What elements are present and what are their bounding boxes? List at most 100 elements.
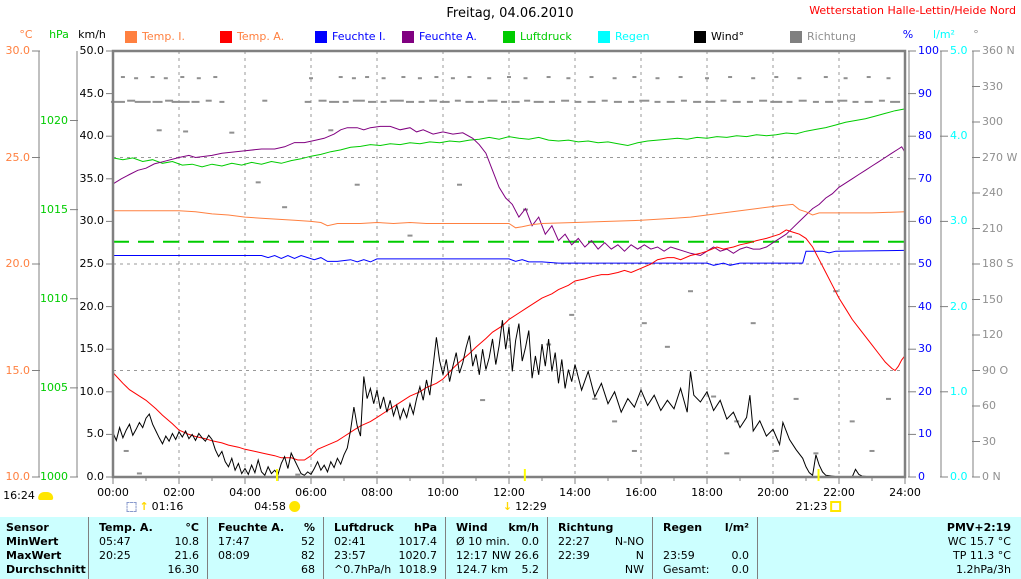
page-title: Freitag, 04.06.2010	[446, 6, 574, 21]
table-cell: Sensor	[6, 521, 49, 534]
table-cell: Richtung	[558, 521, 614, 534]
legend-swatch-icon	[503, 30, 515, 43]
table-column-0: Sensor MinWert MaxWert Durchschnitt	[0, 517, 88, 579]
x-tick-label: 12:00	[493, 486, 525, 499]
cloud-icon	[37, 491, 53, 500]
axis-tick-label-l/m²: 3.0	[950, 214, 968, 228]
table-cell: hPa	[413, 521, 437, 534]
set-arrow-icon: ↓	[502, 500, 513, 513]
astro-marker-21:23: 21:23	[796, 500, 842, 513]
table-cell: 23:59	[663, 549, 695, 562]
table-cell: N	[635, 549, 644, 562]
axis-unit-hPa: hPa	[49, 28, 69, 41]
axis-unit-right-2: °	[973, 28, 979, 41]
legend-item-5: Luftdruck	[503, 30, 572, 43]
legend-swatch-icon	[790, 30, 802, 43]
table-cell: ^0.7hPa/h	[334, 563, 392, 576]
x-tick-label: 14:00	[559, 486, 591, 499]
table-cell: WC 15.7 °C	[947, 535, 1011, 548]
axis-tick-label-km/h: 10.0	[79, 384, 105, 398]
axis-tick-label-°: 0 N	[982, 470, 1001, 483]
station-name: Wetterstation Halle-Lettin/Heide Nord	[809, 4, 1016, 17]
axis-tick-label-°: 150	[982, 292, 1003, 306]
legend-label: Richtung	[807, 30, 856, 43]
astro-time-label: 16:24	[3, 489, 35, 502]
table-cell: 20:25	[99, 549, 131, 562]
table-cell: 21.6	[174, 549, 200, 562]
axis-tick-label-°C: 20.0	[5, 257, 31, 270]
astro-bottom-left: 16:24	[3, 489, 53, 502]
axis-tick-label-%: 100	[918, 44, 939, 57]
legend-item-3: Feuchte I.	[315, 30, 386, 43]
x-tick-label: 04:00	[229, 486, 261, 499]
axis-tick-label-°: 60	[982, 399, 996, 412]
axis-tick-label-l/m²: 5.0	[950, 44, 968, 57]
x-tick-label: 16:00	[625, 486, 657, 499]
table-cell: 17:47	[218, 535, 250, 548]
axis-unit-°C: °C	[19, 28, 33, 41]
x-tick-label: 10:00	[427, 486, 459, 499]
x-tick-label: 06:00	[295, 486, 327, 499]
astro-time-label: 12:29	[515, 500, 547, 513]
legend-swatch-icon	[694, 30, 706, 43]
table-cell: 1017.4	[398, 535, 438, 548]
axis-tick-label-°: 300	[982, 115, 1003, 128]
astro-marker-04:58: 04:58	[254, 500, 300, 513]
table-cell: 08:09	[218, 549, 250, 562]
x-tick-label: 22:00	[823, 486, 855, 499]
axis-tick-label-km/h: 5.0	[86, 427, 105, 441]
weather-chart	[32, 49, 980, 484]
table-column-5: Richtung 22:27 N-NO 22:39 N NW	[547, 517, 652, 579]
axis-tick-label-°: 90 O	[982, 363, 1009, 377]
axis-unit-right-0: %	[902, 28, 914, 41]
table-cell: MaxWert	[6, 549, 62, 562]
astro-time-label: 21:23	[795, 500, 828, 513]
axis-tick-label-°: 30	[982, 434, 996, 448]
axis-tick-label-°: 180 S	[982, 257, 1014, 270]
table-cell: 82	[301, 549, 315, 562]
legend-item-2: Temp. A.	[220, 30, 284, 43]
axis-tick-label-°: 360 N	[982, 44, 1015, 57]
legend-label: Temp. I.	[142, 30, 186, 43]
x-tick-label: 00:00	[97, 486, 129, 499]
x-tick-label: 08:00	[361, 486, 393, 499]
axis-tick-label-%: 60	[918, 214, 932, 228]
table-cell: 68	[301, 563, 315, 576]
axis-tick-label-%: 30	[918, 342, 932, 356]
table-cell: l/m²	[724, 521, 749, 534]
table-cell: 05:47	[99, 535, 131, 548]
axis-tick-label-°: 330	[982, 79, 1003, 93]
x-tick-label: 18:00	[691, 486, 723, 499]
axis-tick-label-°: 210	[982, 221, 1003, 235]
table-cell: Regen	[663, 521, 703, 534]
axis-tick-label-°: 240	[982, 186, 1003, 199]
axis-tick-label-l/m²: 0.0	[950, 470, 968, 483]
moon-square-icon	[126, 501, 137, 512]
table-cell: %	[303, 521, 315, 534]
axis-tick-label-l/m²: 2.0	[950, 299, 968, 313]
legend-item-1: Temp. I.	[125, 30, 185, 43]
axis-tick-label-%: 90	[918, 86, 932, 100]
axis-tick-label-l/m²: 1.0	[950, 384, 968, 398]
astro-time-label: 04:58	[254, 500, 286, 513]
table-cell: Durchschnitt	[6, 563, 86, 576]
sunset-square-icon	[830, 501, 842, 512]
table-cell: 0.0	[731, 549, 750, 562]
astro-time-label: 01:16	[151, 500, 184, 513]
table-column-6: Regen l/m² 23:59 0.0 Gesamt: 0.0	[652, 517, 757, 579]
table-cell: Luftdruck	[334, 521, 394, 534]
table-column-7: PMV+2:19 WC 15.7 °C TP 11.3 °C 1.2hPa/3h	[757, 517, 1021, 579]
axis-tick-label-%: 70	[918, 171, 932, 185]
legend-swatch-icon	[402, 30, 414, 43]
table-cell: 12:17	[456, 549, 488, 562]
axis-tick-label-%: 10	[918, 427, 932, 441]
axis-tick-label-km/h: 30.0	[79, 214, 105, 228]
axis-tick-label-hPa: 1005	[40, 380, 68, 394]
axis-tick-label-hPa: 1000	[40, 470, 68, 483]
axis-tick-label-hPa: 1010	[40, 291, 68, 305]
sun-icon	[288, 501, 300, 512]
astro-marker-01:16: ↑ 01:16	[126, 500, 183, 513]
table-cell: Temp. A.	[99, 521, 153, 534]
axis-tick-label-%: 50	[918, 257, 932, 270]
